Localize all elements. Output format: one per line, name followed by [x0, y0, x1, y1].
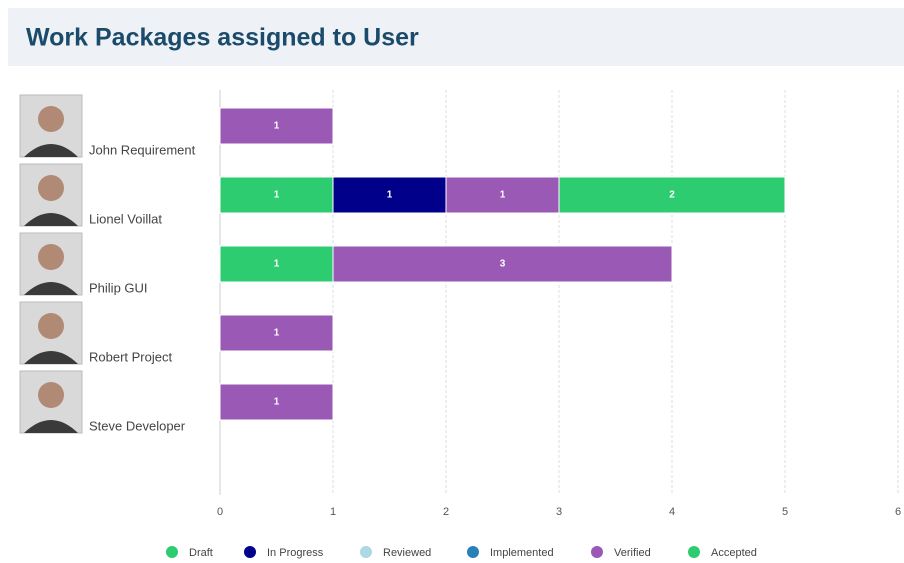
x-tick-label: 0 — [217, 506, 223, 518]
legend-marker — [166, 546, 178, 558]
data-label: 1 — [500, 190, 506, 201]
category-label: John Requirement — [89, 142, 196, 157]
data-label: 1 — [387, 190, 393, 201]
legend-label: Reviewed — [383, 547, 431, 559]
x-tick-label: 1 — [330, 506, 336, 518]
x-tick-label: 4 — [669, 506, 675, 518]
legend-label: Implemented — [490, 547, 554, 559]
legend-label: Accepted — [711, 547, 757, 559]
data-label: 1 — [274, 121, 280, 132]
category-label: Steve Developer — [89, 418, 186, 433]
data-label: 3 — [500, 259, 506, 270]
x-tick-label: 3 — [556, 506, 562, 518]
data-label: 1 — [274, 328, 280, 339]
avatar-head — [38, 244, 64, 270]
data-label: 1 — [274, 397, 280, 408]
category-label: Robert Project — [89, 349, 172, 364]
data-label: 1 — [274, 259, 280, 270]
data-label: 2 — [669, 190, 675, 201]
legend-marker — [244, 546, 256, 558]
legend-marker — [688, 546, 700, 558]
legend-label: Verified — [614, 547, 651, 559]
legend-marker — [360, 546, 372, 558]
legend-label: Draft — [189, 547, 213, 559]
legend-marker — [591, 546, 603, 558]
legend-marker — [467, 546, 479, 558]
avatar-head — [38, 382, 64, 408]
avatar-head — [38, 175, 64, 201]
avatar-head — [38, 106, 64, 132]
avatar-head — [38, 313, 64, 339]
chart: Work Packages assigned to User 0 1 2 3 4 5 6 Jo… — [0, 0, 904, 563]
data-label: 1 — [274, 190, 280, 201]
legend-label: In Progress — [267, 547, 324, 559]
x-tick-label: 2 — [443, 506, 449, 518]
chart-title: Work Packages assigned to User — [26, 24, 419, 52]
x-tick-label: 6 — [895, 506, 901, 518]
x-tick-label: 5 — [782, 506, 788, 518]
category-label: Lionel Voillat — [89, 211, 162, 226]
category-label: Philip GUI — [89, 280, 148, 295]
